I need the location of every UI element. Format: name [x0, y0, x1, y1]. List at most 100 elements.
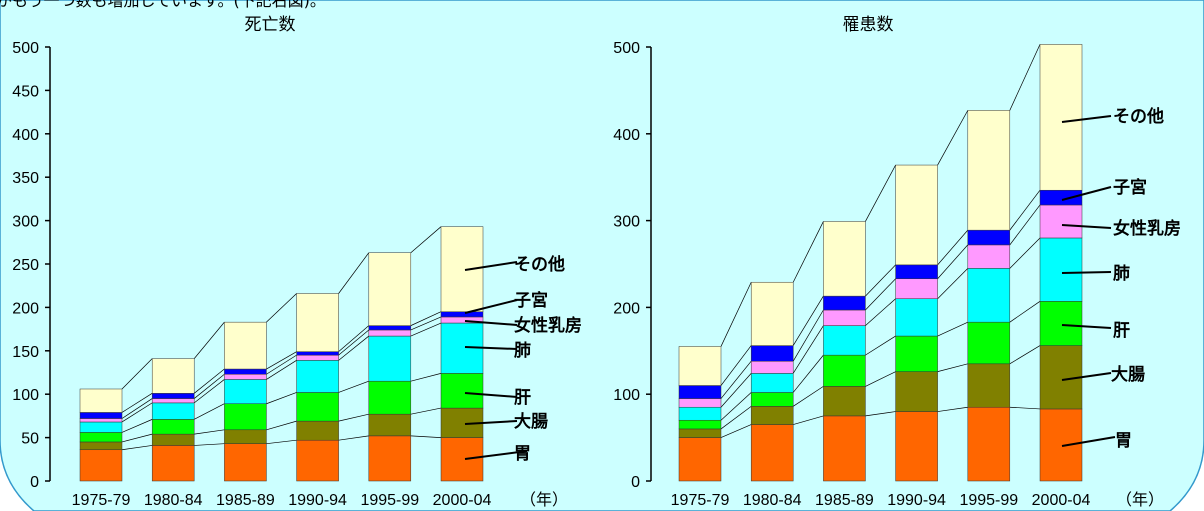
connector-line: [410, 322, 442, 337]
connector-line: [865, 335, 896, 356]
series-annotation-other: その他: [1113, 106, 1164, 127]
connector-line: [121, 358, 153, 390]
bar-segment-colon: [151, 433, 195, 446]
annotation-leader: [464, 420, 518, 425]
connector-line: [121, 402, 153, 423]
connector-line: [1009, 345, 1041, 365]
connector-line: [937, 321, 968, 337]
x-unit-label: （年）: [1116, 491, 1164, 509]
connector-line: [937, 244, 969, 279]
bar-segment-breast: [224, 373, 267, 380]
bar-segment-liver: [224, 403, 267, 431]
connector-line: [1009, 204, 1041, 246]
connector-line: [720, 360, 752, 399]
connector-line: [410, 311, 442, 326]
bar-segment-uterus: [678, 385, 722, 399]
series-annotation-colon: 大腸: [1111, 364, 1145, 385]
bar-segment-uterus: [296, 351, 339, 356]
bar-segment-other: [79, 388, 123, 413]
connector-line: [338, 325, 370, 352]
y-tick-label: 50: [21, 431, 39, 448]
series-annotation-stomach: 胃: [1115, 431, 1132, 451]
bar-segment-breast: [895, 278, 938, 299]
bar-segment-stomach: [1039, 408, 1083, 482]
connector-line: [865, 371, 896, 387]
series-annotation-lung: 肺: [514, 341, 531, 361]
bar-segment-lung: [296, 360, 339, 393]
connector-line: [194, 403, 225, 420]
x-tick-label: 1985-89: [216, 492, 275, 509]
connector-line: [720, 345, 752, 386]
y-tick-label: 100: [613, 387, 640, 404]
annotation-leader: [1061, 115, 1112, 123]
bar-segment-colon: [224, 429, 267, 444]
connector-line: [792, 325, 824, 374]
bar-segment-stomach: [368, 435, 412, 482]
bar-segment-breast: [678, 398, 722, 408]
y-tick-label: 500: [613, 40, 640, 57]
bar-segment-other: [750, 281, 794, 346]
header-fragment: がもう一つ数も増加しています。(下記右図)。: [0, 0, 326, 10]
y-tick-label: 300: [613, 214, 640, 231]
connector-line: [865, 278, 896, 311]
x-tick-label: 1980-84: [144, 492, 203, 509]
connector-line: [720, 373, 752, 408]
bar-segment-lung: [678, 406, 722, 421]
bar-segment-liver: [895, 335, 938, 372]
bar-segment-other: [224, 321, 267, 370]
connector-line: [792, 295, 824, 346]
y-tick-label: 250: [12, 257, 39, 274]
x-tick-label: 1975-79: [72, 492, 131, 509]
connector-line: [338, 435, 369, 441]
bar-segment-uterus: [368, 325, 412, 331]
series-annotation-uterus: 子宮: [514, 290, 548, 311]
series-annotation-other: その他: [514, 254, 565, 275]
connector-line: [410, 226, 442, 253]
bar-segment-liver: [750, 392, 794, 407]
bar-segment-other: [151, 358, 195, 394]
bar-segment-stomach: [895, 411, 938, 482]
connector-line: [266, 360, 297, 380]
bar-segment-lung: [151, 402, 195, 420]
bar-segment-liver: [368, 380, 412, 415]
bar-segment-breast: [967, 244, 1011, 269]
chart-title: 死亡数: [245, 15, 296, 35]
bar-segment-stomach: [967, 406, 1011, 482]
annotation-leader: [1061, 372, 1112, 381]
bar-segment-other: [678, 346, 722, 386]
annotation-leader: [1061, 224, 1112, 229]
bar-segment-other: [368, 252, 412, 326]
series-annotation-lung: 肺: [1113, 264, 1130, 284]
bar-segment-colon: [895, 371, 938, 412]
bar-segment-uterus: [224, 368, 267, 375]
connector-line: [1009, 406, 1041, 410]
connector-line: [792, 221, 824, 283]
connector-line: [793, 415, 824, 425]
bar-segment-breast: [79, 418, 123, 423]
connector-line: [121, 445, 153, 451]
annotation-leader: [1061, 436, 1116, 447]
bar-segment-liver: [678, 419, 722, 430]
connector-line: [1009, 237, 1041, 269]
y-tick-label: 100: [12, 387, 39, 404]
connector-line: [720, 424, 752, 438]
connector-line: [792, 309, 824, 362]
bar-segment-stomach: [750, 424, 794, 482]
bar-segment-stomach: [151, 445, 195, 482]
bar-segment-lung: [967, 268, 1011, 323]
series-annotation-liver: 肝: [514, 388, 531, 408]
connector-line: [720, 406, 752, 430]
annotation-leader: [464, 299, 518, 314]
bar-segment-uterus: [1039, 189, 1083, 206]
connector-line: [410, 407, 442, 415]
y-tick-label: 150: [12, 344, 39, 361]
connector-line: [121, 433, 153, 443]
connector-line: [792, 354, 824, 393]
series-annotation-stomach: 胃: [514, 444, 531, 464]
connector-line: [266, 439, 297, 445]
connector-line: [937, 229, 969, 266]
connector-line: [937, 268, 969, 299]
bar-segment-lung: [1039, 237, 1083, 302]
x-unit-label: （年）: [520, 491, 568, 509]
